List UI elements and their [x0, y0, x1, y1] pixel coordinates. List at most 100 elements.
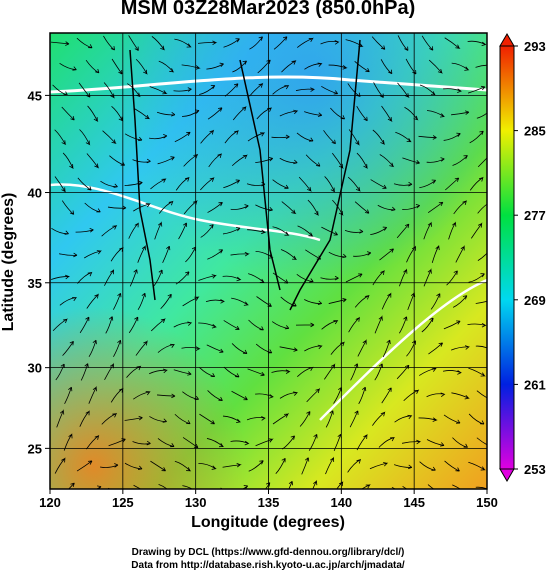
streamline: [358, 386, 367, 405]
streamline: [402, 203, 421, 210]
streamline: [467, 322, 487, 328]
streamline: [206, 438, 225, 448]
streamline: [79, 129, 91, 146]
streamline: [246, 181, 266, 187]
streamline: [113, 292, 122, 310]
streamline: [272, 85, 290, 95]
streamline: [354, 294, 370, 308]
streamline: [133, 108, 151, 120]
streamline: [86, 153, 100, 169]
streamline: [443, 132, 461, 141]
streamline: [401, 439, 422, 445]
streamline: [126, 365, 142, 378]
streamline: [105, 316, 114, 334]
streamline: [77, 177, 92, 191]
streamline: [347, 176, 361, 192]
streamline: [419, 84, 437, 96]
streamline: [200, 129, 215, 144]
streamline: [418, 135, 437, 140]
streamline: [467, 85, 486, 94]
streamline: [421, 317, 434, 333]
streamline: [247, 368, 265, 377]
streamline: [207, 390, 223, 401]
streamline: [132, 440, 151, 446]
streamline: [369, 462, 389, 470]
streamline: [157, 343, 175, 353]
streamline: [279, 391, 298, 399]
streamline: [330, 107, 345, 120]
streamline: [56, 409, 65, 428]
streamline: [87, 105, 99, 122]
streamline: [428, 342, 443, 355]
streamline: [231, 154, 248, 167]
streamline: [255, 343, 273, 354]
streamline: [347, 83, 361, 97]
streamline: [181, 64, 201, 70]
x-tick-label: 135: [258, 495, 280, 510]
streamline: [332, 152, 344, 169]
streamline: [128, 316, 139, 334]
streamline: [468, 273, 485, 283]
streamline: [396, 364, 410, 380]
streamline: [150, 460, 166, 472]
streamline: [381, 292, 392, 310]
streamline: [423, 268, 432, 287]
streamline: [325, 410, 334, 428]
streamline: [272, 179, 289, 189]
streamline: [306, 387, 321, 403]
streamline: [379, 248, 394, 261]
streamline: [76, 37, 93, 49]
streamline: [224, 130, 239, 144]
streamline: [443, 88, 463, 93]
streamline: [399, 316, 408, 334]
colorbar-tick-label: 277: [524, 208, 546, 223]
streamline: [124, 415, 143, 421]
streamline: [281, 201, 297, 215]
streamline: [397, 35, 409, 51]
streamline: [380, 59, 393, 75]
y-tick-label: 30: [28, 361, 42, 376]
streamline: [308, 434, 318, 451]
streamline: [255, 438, 274, 447]
streamline: [182, 437, 199, 448]
streamline: [426, 392, 446, 398]
streamline: [149, 368, 168, 375]
streamline: [64, 386, 73, 405]
streamline: [477, 154, 487, 168]
streamline: [333, 433, 342, 452]
streamline: [183, 200, 198, 215]
streamline: [127, 83, 141, 98]
streamline: [281, 59, 297, 73]
streamline: [451, 110, 470, 116]
streamline: [255, 393, 274, 399]
streamline: [102, 130, 117, 145]
streamline: [395, 131, 412, 143]
colorbar-tick-label: 293: [524, 39, 546, 54]
streamline: [182, 391, 199, 400]
streamline: [208, 153, 222, 168]
streamline: [247, 132, 266, 142]
streamline: [222, 415, 242, 423]
streamline: [99, 463, 119, 468]
streamline: [174, 413, 191, 425]
streamline: [230, 251, 250, 257]
streamline: [468, 413, 485, 425]
streamline: [231, 390, 248, 401]
streamline: [428, 59, 444, 74]
streamline: [321, 85, 339, 95]
streamline: [347, 458, 362, 473]
streamline: [330, 341, 345, 355]
streamline: [372, 411, 386, 426]
streamline: [58, 252, 78, 258]
streamline: [374, 315, 383, 334]
streamline: [280, 249, 298, 260]
streamline: [51, 41, 70, 46]
streamline: [128, 35, 139, 51]
streamline: [430, 293, 441, 310]
streamline: [135, 340, 148, 356]
streamline: [324, 176, 336, 193]
streamline: [156, 393, 176, 399]
streamline: [223, 38, 240, 48]
streamline: [328, 297, 347, 304]
x-tick-label: 130: [185, 495, 207, 510]
